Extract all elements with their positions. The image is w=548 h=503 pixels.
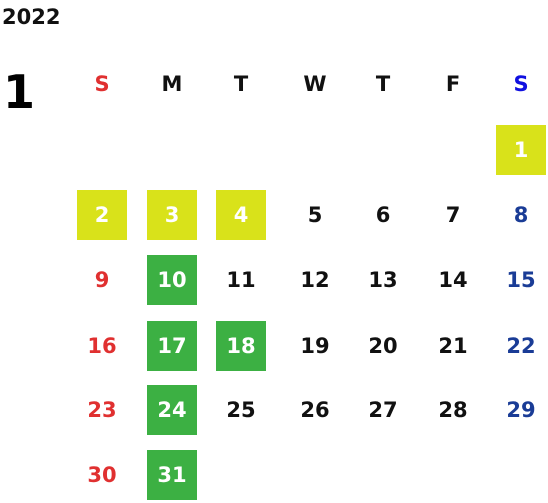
day-cell-21[interactable]: 21 [438, 334, 468, 358]
month-number: 1 [3, 65, 36, 119]
weekday-header-wed: W [303, 72, 327, 96]
day-cell-8[interactable]: 8 [513, 203, 529, 227]
day-cell-13[interactable]: 13 [368, 268, 398, 292]
day-cell-18[interactable]: 18 [216, 321, 266, 371]
weekday-header-tue: T [233, 72, 249, 96]
day-cell-16[interactable]: 16 [87, 334, 117, 358]
day-cell-19[interactable]: 19 [300, 334, 330, 358]
day-cell-28[interactable]: 28 [438, 398, 468, 422]
weekday-header-sun: S [94, 72, 110, 96]
day-cell-20[interactable]: 20 [368, 334, 398, 358]
day-cell-29[interactable]: 29 [506, 398, 536, 422]
day-cell-2[interactable]: 2 [77, 190, 127, 240]
day-cell-17[interactable]: 17 [147, 321, 197, 371]
day-cell-24[interactable]: 24 [147, 385, 197, 435]
day-cell-30[interactable]: 30 [87, 463, 117, 487]
day-cell-26[interactable]: 26 [300, 398, 330, 422]
day-cell-25[interactable]: 25 [226, 398, 256, 422]
day-cell-11[interactable]: 11 [226, 268, 256, 292]
day-cell-4[interactable]: 4 [216, 190, 266, 240]
day-cell-3[interactable]: 3 [147, 190, 197, 240]
day-cell-15[interactable]: 15 [506, 268, 536, 292]
weekday-header-thu: T [375, 72, 391, 96]
day-cell-27[interactable]: 27 [368, 398, 398, 422]
weekday-header-fri: F [445, 72, 461, 96]
weekday-header-mon: M [161, 72, 183, 96]
day-cell-6[interactable]: 6 [375, 203, 391, 227]
year-label: 2022 [2, 5, 61, 29]
day-cell-7[interactable]: 7 [445, 203, 461, 227]
day-cell-5[interactable]: 5 [307, 203, 323, 227]
day-cell-1[interactable]: 1 [496, 125, 546, 175]
day-cell-31[interactable]: 31 [147, 450, 197, 500]
day-cell-10[interactable]: 10 [147, 255, 197, 305]
day-cell-23[interactable]: 23 [87, 398, 117, 422]
day-cell-12[interactable]: 12 [300, 268, 330, 292]
day-cell-14[interactable]: 14 [438, 268, 468, 292]
weekday-header-sat: S [513, 72, 529, 96]
day-cell-9[interactable]: 9 [94, 268, 110, 292]
day-cell-22[interactable]: 22 [506, 334, 536, 358]
